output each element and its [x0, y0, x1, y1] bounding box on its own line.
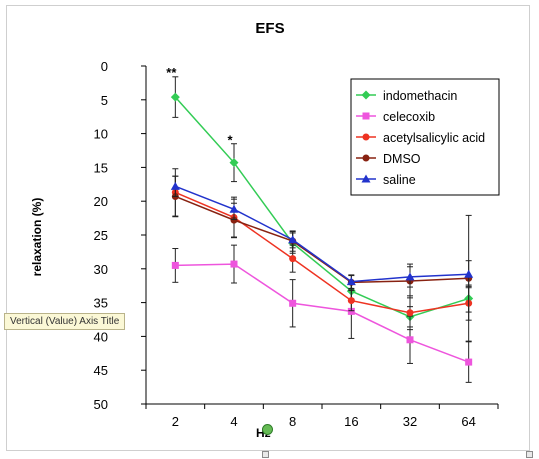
- resize-handle-icon[interactable]: [526, 451, 533, 458]
- y-tick-label: 20: [94, 194, 108, 209]
- series-layer: [170, 76, 474, 383]
- data-point-marker: [362, 154, 370, 162]
- data-point-marker: [347, 307, 355, 315]
- legend-item[interactable]: celecoxib: [356, 110, 435, 124]
- legend-item[interactable]: DMSO: [356, 152, 421, 166]
- y-tick-label: 30: [94, 262, 108, 277]
- resize-handle-icon[interactable]: [262, 451, 269, 458]
- legend-label: celecoxib: [383, 110, 435, 124]
- y-tick-label: 0: [101, 59, 108, 74]
- annotations: ***: [166, 65, 233, 148]
- legend-label: acetylsalicylic acid: [383, 131, 485, 145]
- chart-frame[interactable]: [6, 5, 530, 451]
- axis-title-tooltip: Vertical (Value) Axis Title: [4, 313, 126, 330]
- rotate-handle-icon[interactable]: [262, 424, 273, 435]
- data-point-marker: [361, 90, 371, 100]
- data-point-marker: [288, 235, 298, 244]
- series-line: [175, 263, 469, 363]
- significance-label: *: [227, 132, 233, 147]
- series-celecoxib: [171, 244, 473, 383]
- data-point-marker: [362, 112, 370, 120]
- data-point-marker: [289, 299, 297, 307]
- data-point-marker: [406, 336, 414, 344]
- legend-label: indomethacin: [383, 89, 457, 103]
- y-tick-label: 50: [94, 397, 108, 412]
- data-point-marker: [362, 133, 370, 141]
- legend-label: DMSO: [383, 152, 421, 166]
- significance-label: **: [166, 65, 177, 80]
- y-tick-label: 35: [94, 296, 108, 311]
- legend-item[interactable]: indomethacin: [356, 89, 457, 103]
- y-tick-label: 5: [101, 93, 108, 108]
- x-tick-label: 2: [172, 414, 179, 429]
- x-tick-label: 4: [230, 414, 237, 429]
- legend[interactable]: indomethacin celecoxib acetylsalicylic aci…: [350, 78, 500, 196]
- data-point-marker: [170, 92, 180, 102]
- series-line: [175, 195, 469, 284]
- data-point-marker: [346, 277, 356, 286]
- data-point-marker: [171, 261, 179, 269]
- x-tick-label: 16: [344, 414, 358, 429]
- data-point-marker: [170, 181, 180, 190]
- series-dmso: [171, 175, 473, 342]
- data-point-marker: [406, 309, 414, 317]
- x-tick-label: 8: [289, 414, 296, 429]
- y-tick-label: 45: [94, 363, 108, 378]
- data-point-marker: [464, 269, 474, 278]
- data-point-marker: [347, 297, 355, 305]
- x-tick-label: 32: [403, 414, 417, 429]
- legend-item[interactable]: saline: [356, 173, 416, 187]
- data-point-marker: [465, 358, 473, 366]
- data-point-marker: [230, 260, 238, 268]
- series-line: [175, 185, 469, 283]
- series-line: [174, 96, 469, 318]
- legend-item[interactable]: acetylsalicylic acid: [356, 131, 485, 145]
- data-point-marker: [230, 216, 238, 224]
- series-line: [175, 191, 469, 314]
- data-point-marker: [405, 272, 415, 281]
- data-point-marker: [361, 174, 371, 183]
- y-tick-label: 40: [94, 329, 108, 344]
- data-point-marker: [289, 255, 297, 263]
- y-axis-title[interactable]: relaxation (%): [30, 198, 44, 277]
- axes: 0 5 10 15 20 25 30 35 40 45 50 2 4 8 16 32 64: [94, 59, 499, 429]
- y-tick-label: 10: [94, 127, 108, 142]
- legend-label: saline: [383, 173, 416, 187]
- data-point-marker: [229, 158, 239, 168]
- y-tick-label: 15: [94, 160, 108, 175]
- x-tick-label: 64: [461, 414, 475, 429]
- y-tick-label: 25: [94, 228, 108, 243]
- chart-title[interactable]: EFS: [255, 20, 284, 37]
- series-saline: [170, 175, 474, 289]
- data-point-marker: [229, 204, 239, 213]
